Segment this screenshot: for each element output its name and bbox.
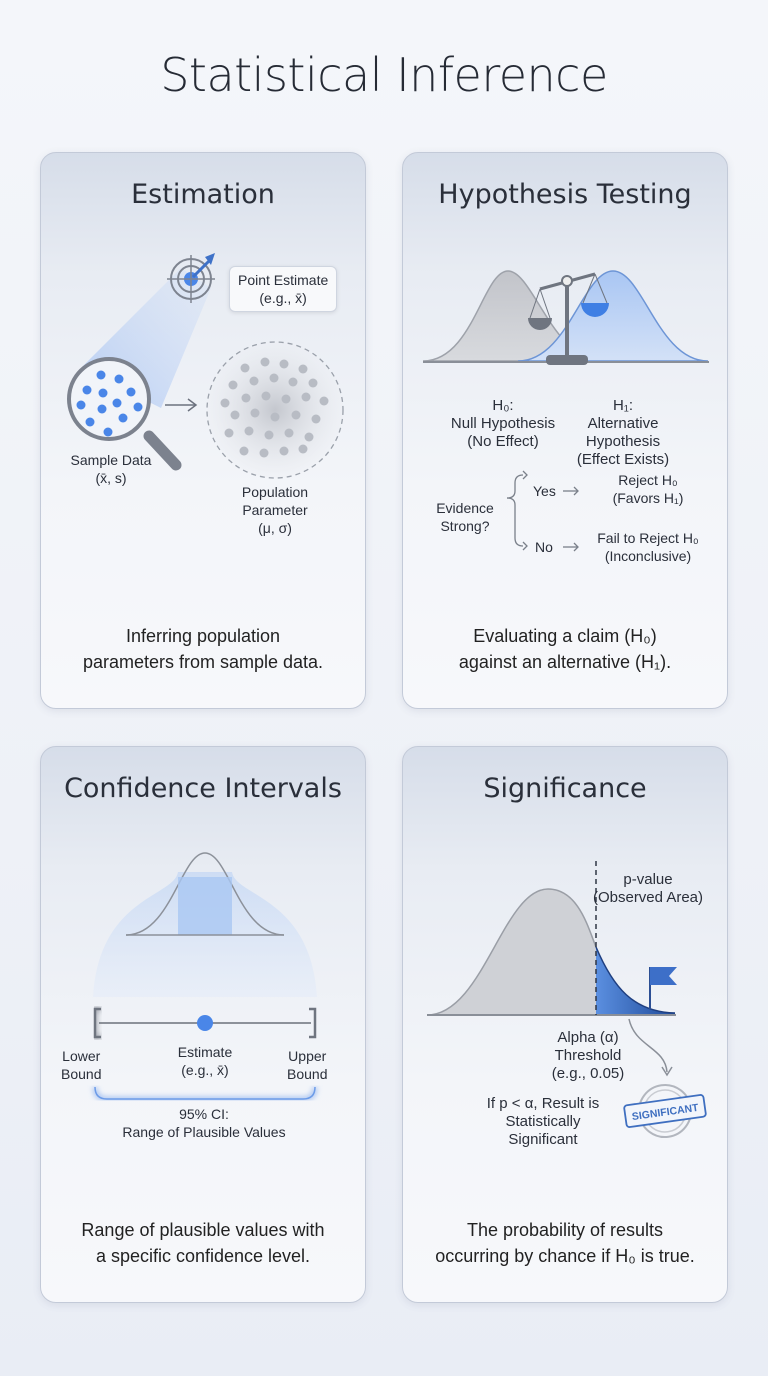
ci-range-label: Range of Plausible Values xyxy=(122,1124,286,1140)
upper-bound-label: Bound xyxy=(287,1066,328,1082)
population-circle xyxy=(206,341,344,479)
population-params-label: (μ, σ) xyxy=(258,520,292,536)
sample-data-label: Sample Data xyxy=(70,452,152,468)
card-title: Estimation xyxy=(131,179,275,210)
h0-desc: (No Effect) xyxy=(467,433,539,450)
yes-label: Yes xyxy=(533,483,556,499)
significance-rule: Significant xyxy=(508,1131,578,1148)
card-estimation: Estimation xyxy=(40,152,366,709)
arrow-right-icon xyxy=(165,398,198,412)
card-confidence-intervals: Confidence Intervals Lower Bound Estimat… xyxy=(40,746,366,1303)
card-description: The probability of results xyxy=(466,1220,664,1240)
evidence-label: Evidence xyxy=(436,500,494,516)
significance-rule: If p < α, Result is xyxy=(486,1095,600,1112)
upper-bound-label: Upper xyxy=(288,1048,327,1064)
reject-desc: (Favors H₁) xyxy=(612,490,684,506)
card-hypothesis-testing: Hypothesis Testing H₀: Null Hypot xyxy=(402,152,728,709)
no-label: No xyxy=(535,539,553,555)
hypothesis-illustration xyxy=(422,270,709,552)
card-title: Hypothesis Testing xyxy=(438,179,692,210)
sample-stats-label: (x̄, s) xyxy=(95,470,127,486)
page-title: Statistical Inference xyxy=(160,48,608,102)
stamp-icon: SIGNIFICANT xyxy=(623,1084,707,1138)
point-estimate-example: (e.g., x̄) xyxy=(259,290,307,306)
target-icon xyxy=(167,253,215,303)
population-label: Population xyxy=(241,484,309,500)
confidence-illustration xyxy=(93,852,317,1101)
alpha-example: (e.g., 0.05) xyxy=(551,1065,625,1082)
card-description: against an alternative (H₁). xyxy=(458,652,672,672)
significance-illustration: SIGNIFICANT xyxy=(426,861,707,1138)
flag-icon xyxy=(649,967,677,1009)
alpha-label: Threshold xyxy=(554,1047,622,1064)
upper-bound-bracket xyxy=(309,1007,317,1039)
alpha-label: Alpha (α) xyxy=(557,1029,619,1046)
p-value-tail-area xyxy=(596,947,675,1015)
ci-range-brace xyxy=(93,1086,317,1101)
evidence-label: Strong? xyxy=(440,518,490,534)
h1-name: Hypothesis xyxy=(585,433,661,450)
card-description: Inferring population xyxy=(125,626,281,646)
p-value-label: p-value xyxy=(623,871,673,888)
scale-icon xyxy=(528,272,609,365)
h1-name: Alternative xyxy=(587,415,659,432)
h1-label: H₁: xyxy=(612,397,634,414)
lower-bound-label: Bound xyxy=(61,1066,102,1082)
estimate-label: Estimate xyxy=(177,1044,233,1060)
ci-label: 95% CI: xyxy=(179,1106,229,1122)
card-description: occurring by chance if H₀ is true. xyxy=(435,1246,695,1266)
parameter-label: Parameter xyxy=(242,502,308,518)
point-estimate-callout: Point Estimate (e.g., x̄) xyxy=(229,266,338,312)
null-distribution-curve xyxy=(427,889,596,1015)
fail-label: Fail to Reject H₀ xyxy=(597,530,699,546)
magnifier-icon xyxy=(67,357,182,471)
card-description: parameters from sample data. xyxy=(82,652,324,672)
decision-brace xyxy=(506,470,579,552)
card-description: Evaluating a claim (H₀) xyxy=(473,626,657,646)
h1-desc: (Effect Exists) xyxy=(576,451,670,468)
card-description: a specific confidence level. xyxy=(95,1246,311,1266)
fail-desc: (Inconclusive) xyxy=(604,548,692,564)
p-value-desc: (Observed Area) xyxy=(592,889,704,906)
h0-label: H₀: xyxy=(492,397,514,414)
significance-rule: Statistically xyxy=(505,1113,581,1130)
point-estimate-label: Point Estimate xyxy=(238,272,329,288)
lower-bound-label: Lower xyxy=(62,1048,101,1064)
card-title: Significance xyxy=(483,773,647,804)
h0-name: Null Hypothesis xyxy=(450,415,556,432)
reject-label: Reject H₀ xyxy=(618,472,678,488)
estimate-point xyxy=(197,1015,213,1031)
card-title: Confidence Intervals xyxy=(64,773,342,804)
curved-arrow xyxy=(628,1018,668,1073)
estimation-illustration xyxy=(67,253,344,479)
card-description: Range of plausible values with xyxy=(81,1220,325,1240)
ci-distribution-curve xyxy=(125,852,285,936)
card-significance: Significance SIGNIFICANT p-value (Observ… xyxy=(402,746,728,1303)
estimate-example: (e.g., x̄) xyxy=(181,1062,229,1078)
